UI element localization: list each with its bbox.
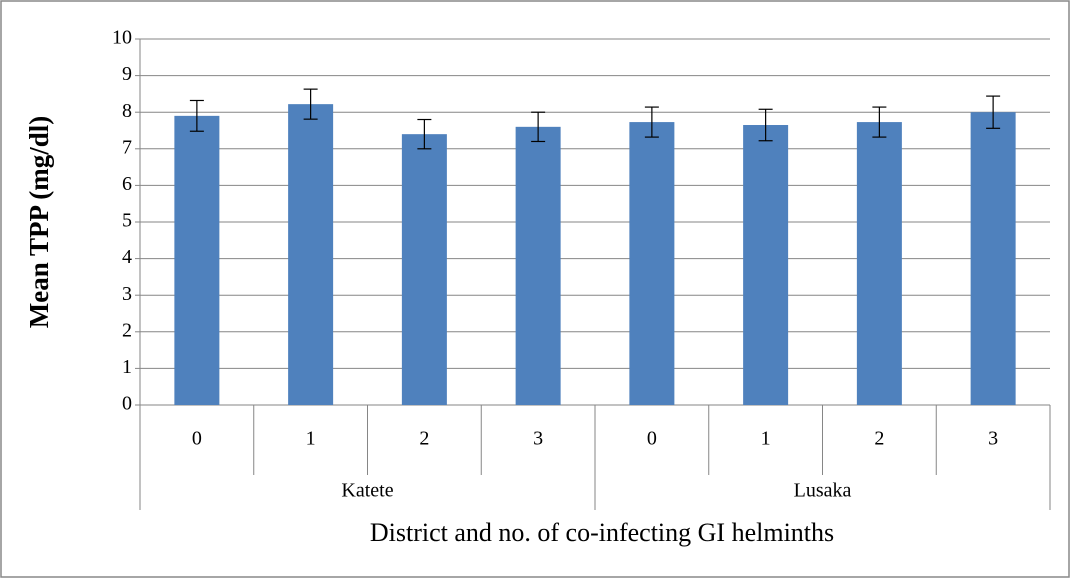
- y-tick-label: 3: [122, 283, 132, 305]
- x-tick-label: 2: [419, 428, 429, 450]
- x-tick-label: 1: [761, 428, 771, 450]
- y-tick-label: 4: [122, 246, 132, 268]
- y-tick-label: 1: [122, 356, 132, 378]
- group-label: Lusaka: [794, 480, 852, 502]
- bar: [174, 115, 220, 406]
- y-tick-label: 0: [122, 393, 132, 415]
- x-tick-label: 3: [988, 428, 998, 450]
- group-label: Katete: [341, 480, 393, 502]
- bar: [288, 104, 334, 405]
- x-tick-label: 0: [647, 428, 657, 450]
- bar: [856, 122, 902, 405]
- y-tick-label: 7: [122, 136, 132, 158]
- y-tick-label: 9: [122, 63, 132, 85]
- bar: [401, 134, 447, 405]
- y-tick-label: 8: [122, 100, 132, 122]
- bar: [743, 125, 789, 405]
- x-axis-title: District and no. of co-infecting GI helm…: [370, 518, 834, 547]
- y-tick-label: 10: [112, 27, 132, 49]
- x-tick-label: 1: [306, 428, 316, 450]
- x-tick-label: 3: [533, 428, 543, 450]
- bar: [970, 112, 1016, 405]
- bar: [515, 126, 561, 405]
- bar: [629, 122, 675, 405]
- y-axis-title: Mean TPP (mg/dl): [24, 116, 54, 329]
- y-tick-label: 5: [122, 210, 132, 232]
- y-tick-label: 2: [122, 319, 132, 341]
- x-tick-label: 2: [874, 428, 884, 450]
- x-tick-label: 0: [192, 428, 202, 450]
- y-tick-label: 6: [122, 173, 132, 195]
